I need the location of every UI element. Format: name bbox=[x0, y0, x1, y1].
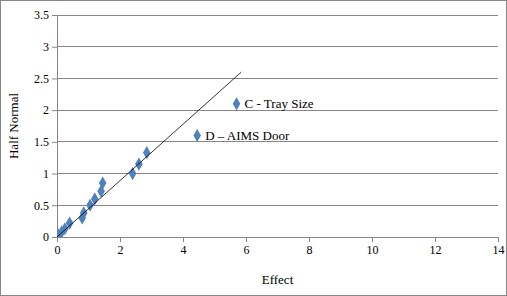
tick-mark bbox=[52, 15, 57, 16]
tick-mark bbox=[52, 142, 57, 143]
tick: 4 bbox=[181, 237, 187, 257]
tick: 8 bbox=[307, 237, 313, 257]
tick-mark bbox=[183, 237, 184, 242]
point bbox=[99, 177, 107, 190]
tick: 2 bbox=[43, 103, 57, 117]
grid-line bbox=[57, 173, 498, 174]
annotations: C - Tray Size D – AIMS Door bbox=[205, 96, 314, 143]
tick-label: 2 bbox=[43, 103, 49, 117]
tick-mark bbox=[57, 237, 58, 242]
marks bbox=[57, 72, 241, 237]
tick-mark bbox=[246, 237, 247, 242]
tick: 0.5 bbox=[34, 199, 57, 213]
point bbox=[233, 97, 241, 110]
tick: 3.5 bbox=[34, 8, 57, 22]
point bbox=[143, 146, 151, 159]
tick: 0 bbox=[55, 237, 61, 257]
tick-label: 1.5 bbox=[34, 135, 49, 149]
grid bbox=[57, 15, 498, 237]
tick: 14 bbox=[493, 237, 505, 257]
grid-line bbox=[57, 205, 498, 206]
tick: 3 bbox=[43, 40, 57, 54]
tick-label: 10 bbox=[367, 243, 379, 257]
tick-mark bbox=[52, 205, 57, 206]
grid-line bbox=[57, 15, 498, 16]
tick-label: 0 bbox=[55, 243, 61, 257]
tick-label: 14 bbox=[493, 243, 505, 257]
chart-border bbox=[1, 1, 507, 296]
tick-label: 2.5 bbox=[34, 72, 49, 86]
tick: 6 bbox=[244, 237, 250, 257]
tick: 10 bbox=[367, 237, 379, 257]
grid-line bbox=[57, 46, 498, 47]
y-axis: 0 0.5 1 1.5 2 2.5 3 3.5 bbox=[34, 8, 58, 244]
tick: 0 bbox=[43, 230, 57, 244]
tick: 2 bbox=[118, 237, 124, 257]
tick-mark bbox=[372, 237, 373, 242]
tick: 1 bbox=[43, 167, 57, 181]
tick-mark bbox=[52, 237, 57, 238]
tick-mark bbox=[498, 237, 499, 242]
tick-label: 2 bbox=[118, 243, 124, 257]
x-axis: 0 2 4 6 8 10 12 14 bbox=[55, 237, 505, 257]
grid-line bbox=[57, 237, 498, 238]
tick: 12 bbox=[430, 237, 442, 257]
tick: 2.5 bbox=[34, 72, 57, 86]
point bbox=[193, 129, 201, 142]
axis-line bbox=[57, 16, 58, 238]
x-axis-title: Effect bbox=[262, 272, 294, 287]
tick-mark bbox=[435, 237, 436, 242]
y-axis-title: Half Normal bbox=[6, 93, 21, 159]
tick-mark bbox=[52, 47, 57, 48]
axis-line bbox=[58, 237, 499, 238]
tick-label: 6 bbox=[244, 243, 250, 257]
tick-label: 3.5 bbox=[34, 8, 49, 22]
chart: 0 2 4 6 8 10 12 14 0 0.5 1 1.5 2 2.5 3 3.5 C - Tray Size… bbox=[0, 0, 507, 296]
grid-line bbox=[57, 78, 498, 79]
tick-label: 0.5 bbox=[34, 199, 49, 213]
tick-label: 12 bbox=[430, 243, 442, 257]
tick-label: 3 bbox=[43, 40, 49, 54]
annotation: C - Tray Size bbox=[245, 96, 314, 111]
tick-label: 8 bbox=[307, 243, 313, 257]
tick-mark bbox=[52, 78, 57, 79]
tick-label: 0 bbox=[43, 230, 49, 244]
tick-mark bbox=[52, 174, 57, 175]
tick-label: 4 bbox=[181, 243, 187, 257]
plot: 0 2 4 6 8 10 12 14 0 0.5 1 1.5 2 2.5 3 3.5 C - Tray Size… bbox=[34, 8, 505, 256]
tick-mark bbox=[309, 237, 310, 242]
annotation: D – AIMS Door bbox=[205, 128, 290, 143]
tick: 1.5 bbox=[34, 135, 57, 149]
tick-mark bbox=[52, 110, 57, 111]
tick-mark bbox=[120, 237, 121, 242]
reference-line bbox=[57, 72, 241, 237]
tick-label: 1 bbox=[43, 167, 49, 181]
